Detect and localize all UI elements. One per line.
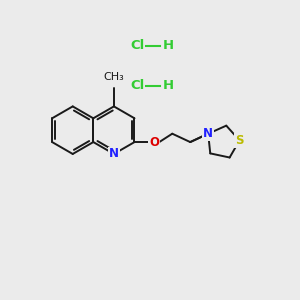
Text: S: S: [235, 134, 244, 147]
Text: H: H: [163, 40, 174, 52]
Text: N: N: [203, 127, 213, 140]
Text: Cl: Cl: [130, 40, 144, 52]
Text: CH₃: CH₃: [103, 72, 124, 82]
Text: N: N: [109, 148, 119, 160]
Text: N: N: [203, 127, 213, 140]
Text: Cl: Cl: [130, 79, 144, 92]
Text: O: O: [149, 136, 159, 148]
Text: H: H: [163, 79, 174, 92]
